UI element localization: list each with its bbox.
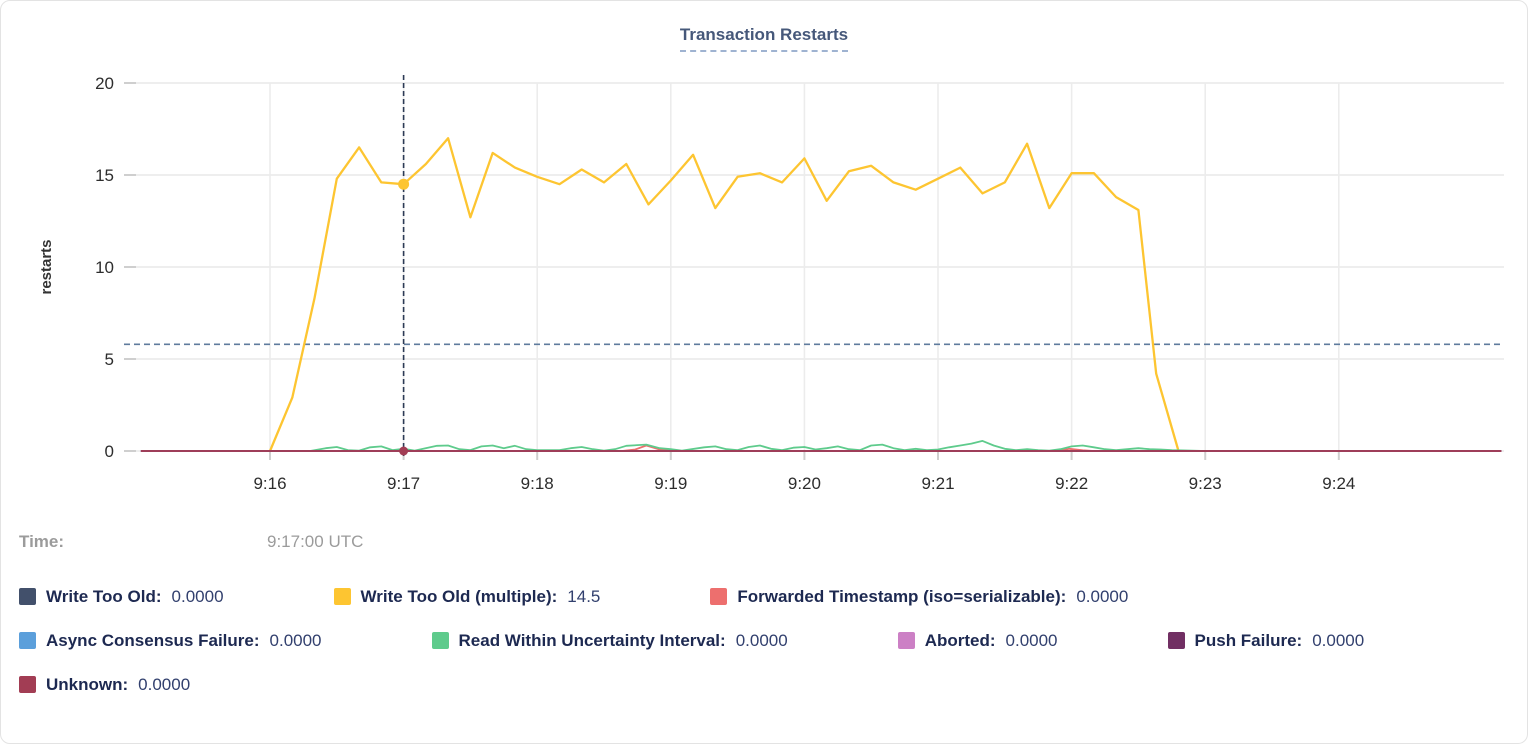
legend-label: Read Within Uncertainty Interval: <box>458 630 726 650</box>
chart-legend: Write Too Old: 0.0000 Write Too Old (multi… <box>19 583 1513 698</box>
hover-time-label: Time: <box>19 532 65 551</box>
x-tick-label: 9:20 <box>788 474 821 493</box>
legend-value: 0.0000 <box>735 630 788 650</box>
x-tick-label: 9:19 <box>654 474 687 493</box>
legend-value: 0.0000 <box>1312 630 1365 650</box>
y-tick-label: 20 <box>95 74 114 93</box>
chart-title[interactable]: Transaction Restarts <box>679 25 849 52</box>
legend-label: Aborted: <box>924 630 996 650</box>
legend-item[interactable]: Push Failure: 0.0000 <box>1167 627 1365 654</box>
hover-time-value: 9:17:00 UTC <box>267 532 364 551</box>
legend-swatch-icon <box>710 588 728 605</box>
y-tick-label: 0 <box>105 442 114 461</box>
x-tick-label: 9:16 <box>253 474 286 493</box>
legend-item[interactable]: Async Consensus Failure: 0.0000 <box>19 627 322 654</box>
legend-value: 0.0000 <box>171 586 224 606</box>
x-tick-label: 9:23 <box>1189 474 1222 493</box>
x-tick-label: 9:22 <box>1055 474 1088 493</box>
legend-swatch-icon <box>1167 632 1185 649</box>
legend-value: 0.0000 <box>138 674 191 694</box>
chart-header: Transaction Restarts <box>1 25 1527 52</box>
legend-item[interactable]: Read Within Uncertainty Interval: 0.0000 <box>431 627 788 654</box>
legend-item[interactable]: Write Too Old (multiple): 14.5 <box>333 583 601 610</box>
line-chart[interactable]: 0 5 10 15 20 9:16 9:17 9:18 9:19 9:20 9:21 9:22 9:23… <box>1 1 1528 513</box>
y-tick-label: 5 <box>105 350 114 369</box>
legend-swatch-icon <box>19 676 36 693</box>
legend-swatch-icon <box>19 588 36 605</box>
legend-value: 0.0000 <box>1005 630 1058 650</box>
legend-swatch-icon <box>19 632 36 649</box>
hover-dot <box>399 446 409 456</box>
legend-label: Unknown: <box>46 674 129 694</box>
legend-value: 14.5 <box>567 586 601 606</box>
x-tick-label: 9:24 <box>1322 474 1355 493</box>
legend-label: Write Too Old: <box>46 586 162 606</box>
legend-swatch-icon <box>431 632 449 649</box>
legend-item[interactable]: Unknown: 0.0000 <box>19 671 190 698</box>
legend-item[interactable]: Forwarded Timestamp (iso=serializable): 0… <box>710 583 1128 610</box>
y-tick-label: 10 <box>95 258 114 277</box>
x-tick-label: 9:21 <box>921 474 954 493</box>
y-axis-title: restarts <box>38 239 55 294</box>
legend-item[interactable]: Aborted: 0.0000 <box>897 627 1058 654</box>
legend-swatch-icon <box>897 632 915 649</box>
legend-label: Async Consensus Failure: <box>46 630 260 650</box>
x-tick-label: 9:17 <box>387 474 420 493</box>
series-line-4 <box>309 439 1206 452</box>
legend-value: 0.0000 <box>1076 586 1129 606</box>
legend-item[interactable]: Write Too Old: 0.0000 <box>19 583 224 610</box>
legend-label: Push Failure: <box>1194 630 1303 650</box>
hover-time-row: Time: 9:17:00 UTC <box>19 532 363 552</box>
x-tick-label: 9:18 <box>521 474 554 493</box>
legend-label: Forwarded Timestamp (iso=serializable): <box>737 586 1067 606</box>
legend-label: Write Too Old (multiple): <box>360 586 558 606</box>
legend-value: 0.0000 <box>269 630 322 650</box>
hover-dot <box>398 178 410 190</box>
series-line-1 <box>268 137 1180 452</box>
y-tick-label: 15 <box>95 166 114 185</box>
legend-swatch-icon <box>333 588 351 605</box>
